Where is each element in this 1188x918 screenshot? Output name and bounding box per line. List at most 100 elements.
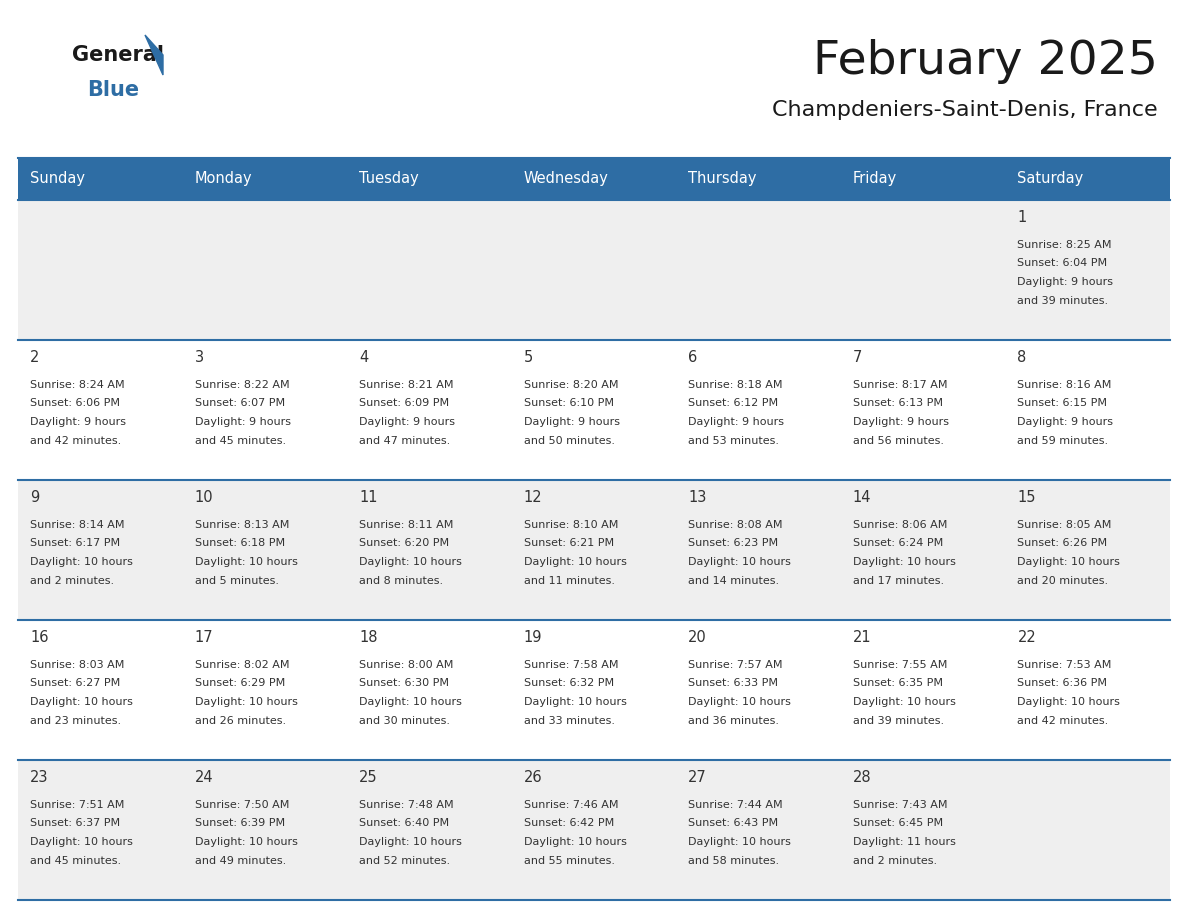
Bar <box>512 340 676 480</box>
Text: Sunrise: 8:11 AM: Sunrise: 8:11 AM <box>359 520 454 530</box>
Text: Sunrise: 7:50 AM: Sunrise: 7:50 AM <box>195 800 289 810</box>
Text: Sunrise: 7:53 AM: Sunrise: 7:53 AM <box>1017 660 1112 670</box>
Polygon shape <box>145 35 163 75</box>
Text: Sunrise: 8:25 AM: Sunrise: 8:25 AM <box>1017 240 1112 250</box>
Text: Sunrise: 8:03 AM: Sunrise: 8:03 AM <box>30 660 125 670</box>
Text: 11: 11 <box>359 490 378 505</box>
Text: and 45 minutes.: and 45 minutes. <box>195 435 285 445</box>
Text: 8: 8 <box>1017 350 1026 365</box>
Text: Sunset: 6:33 PM: Sunset: 6:33 PM <box>688 678 778 688</box>
Text: Sunrise: 8:00 AM: Sunrise: 8:00 AM <box>359 660 454 670</box>
Text: Sunset: 6:26 PM: Sunset: 6:26 PM <box>1017 539 1107 548</box>
Text: 6: 6 <box>688 350 697 365</box>
Text: Blue: Blue <box>87 80 139 100</box>
Text: Daylight: 10 hours: Daylight: 10 hours <box>853 557 955 567</box>
Text: Daylight: 9 hours: Daylight: 9 hours <box>688 417 784 427</box>
Text: 21: 21 <box>853 630 872 645</box>
Text: Sunset: 6:09 PM: Sunset: 6:09 PM <box>359 398 449 409</box>
Text: and 33 minutes.: and 33 minutes. <box>524 715 614 725</box>
Bar <box>1005 760 1170 900</box>
Text: Sunrise: 7:55 AM: Sunrise: 7:55 AM <box>853 660 947 670</box>
Text: Daylight: 10 hours: Daylight: 10 hours <box>688 557 791 567</box>
Text: and 2 minutes.: and 2 minutes. <box>30 576 114 586</box>
Text: Sunrise: 7:48 AM: Sunrise: 7:48 AM <box>359 800 454 810</box>
Text: and 52 minutes.: and 52 minutes. <box>359 856 450 866</box>
Text: Sunset: 6:12 PM: Sunset: 6:12 PM <box>688 398 778 409</box>
Text: Daylight: 9 hours: Daylight: 9 hours <box>195 417 291 427</box>
Text: Sunrise: 7:46 AM: Sunrise: 7:46 AM <box>524 800 618 810</box>
Text: Daylight: 9 hours: Daylight: 9 hours <box>853 417 949 427</box>
Text: Daylight: 10 hours: Daylight: 10 hours <box>195 697 297 707</box>
Bar <box>1005 480 1170 620</box>
Text: 16: 16 <box>30 630 49 645</box>
Text: Friday: Friday <box>853 172 897 186</box>
Text: 27: 27 <box>688 770 707 785</box>
Text: and 55 minutes.: and 55 minutes. <box>524 856 614 866</box>
Bar <box>183 480 347 620</box>
Text: and 53 minutes.: and 53 minutes. <box>688 435 779 445</box>
Text: Sunset: 6:21 PM: Sunset: 6:21 PM <box>524 539 614 548</box>
Text: Sunset: 6:24 PM: Sunset: 6:24 PM <box>853 539 943 548</box>
Text: Daylight: 10 hours: Daylight: 10 hours <box>30 697 133 707</box>
Text: 10: 10 <box>195 490 213 505</box>
Text: 2: 2 <box>30 350 39 365</box>
Text: Sunset: 6:29 PM: Sunset: 6:29 PM <box>195 678 285 688</box>
Text: and 11 minutes.: and 11 minutes. <box>524 576 614 586</box>
Text: Daylight: 9 hours: Daylight: 9 hours <box>524 417 620 427</box>
Bar <box>512 480 676 620</box>
Text: and 45 minutes.: and 45 minutes. <box>30 856 121 866</box>
Text: Sunset: 6:36 PM: Sunset: 6:36 PM <box>1017 678 1107 688</box>
Text: Sunrise: 8:22 AM: Sunrise: 8:22 AM <box>195 380 289 390</box>
Text: and 39 minutes.: and 39 minutes. <box>853 715 944 725</box>
Bar <box>676 200 841 340</box>
Text: Thursday: Thursday <box>688 172 757 186</box>
Text: Sunset: 6:15 PM: Sunset: 6:15 PM <box>1017 398 1107 409</box>
Text: Sunrise: 8:10 AM: Sunrise: 8:10 AM <box>524 520 618 530</box>
Text: Sunset: 6:39 PM: Sunset: 6:39 PM <box>195 819 285 829</box>
Text: Sunrise: 7:57 AM: Sunrise: 7:57 AM <box>688 660 783 670</box>
Bar <box>18 158 183 200</box>
Text: Sunset: 6:13 PM: Sunset: 6:13 PM <box>853 398 943 409</box>
Text: and 42 minutes.: and 42 minutes. <box>1017 715 1108 725</box>
Bar <box>676 340 841 480</box>
Text: 3: 3 <box>195 350 203 365</box>
Text: 5: 5 <box>524 350 533 365</box>
Text: Daylight: 10 hours: Daylight: 10 hours <box>524 837 626 847</box>
Text: and 20 minutes.: and 20 minutes. <box>1017 576 1108 586</box>
Text: Daylight: 9 hours: Daylight: 9 hours <box>30 417 126 427</box>
Text: Daylight: 10 hours: Daylight: 10 hours <box>359 697 462 707</box>
Bar <box>841 620 1005 760</box>
Text: Tuesday: Tuesday <box>359 172 419 186</box>
Text: Daylight: 10 hours: Daylight: 10 hours <box>30 837 133 847</box>
Text: Sunset: 6:07 PM: Sunset: 6:07 PM <box>195 398 285 409</box>
Bar <box>512 158 676 200</box>
Bar <box>841 760 1005 900</box>
Text: Sunrise: 8:08 AM: Sunrise: 8:08 AM <box>688 520 783 530</box>
Text: and 8 minutes.: and 8 minutes. <box>359 576 443 586</box>
Text: 4: 4 <box>359 350 368 365</box>
Text: and 50 minutes.: and 50 minutes. <box>524 435 614 445</box>
Text: and 58 minutes.: and 58 minutes. <box>688 856 779 866</box>
Text: Sunset: 6:17 PM: Sunset: 6:17 PM <box>30 539 120 548</box>
Text: Sunrise: 8:13 AM: Sunrise: 8:13 AM <box>195 520 289 530</box>
Text: 22: 22 <box>1017 630 1036 645</box>
Bar <box>841 340 1005 480</box>
Text: and 14 minutes.: and 14 minutes. <box>688 576 779 586</box>
Text: and 5 minutes.: and 5 minutes. <box>195 576 278 586</box>
Text: Sunset: 6:32 PM: Sunset: 6:32 PM <box>524 678 614 688</box>
Text: 15: 15 <box>1017 490 1036 505</box>
Bar <box>347 620 512 760</box>
Bar <box>841 200 1005 340</box>
Text: Daylight: 10 hours: Daylight: 10 hours <box>853 697 955 707</box>
Text: Sunset: 6:06 PM: Sunset: 6:06 PM <box>30 398 120 409</box>
Bar <box>347 158 512 200</box>
Text: Daylight: 10 hours: Daylight: 10 hours <box>195 557 297 567</box>
Text: 7: 7 <box>853 350 862 365</box>
Text: 19: 19 <box>524 630 542 645</box>
Text: Sunrise: 7:58 AM: Sunrise: 7:58 AM <box>524 660 618 670</box>
Text: Daylight: 10 hours: Daylight: 10 hours <box>524 697 626 707</box>
Text: Daylight: 10 hours: Daylight: 10 hours <box>1017 697 1120 707</box>
Text: 20: 20 <box>688 630 707 645</box>
Text: and 39 minutes.: and 39 minutes. <box>1017 296 1108 306</box>
Text: Sunset: 6:35 PM: Sunset: 6:35 PM <box>853 678 943 688</box>
